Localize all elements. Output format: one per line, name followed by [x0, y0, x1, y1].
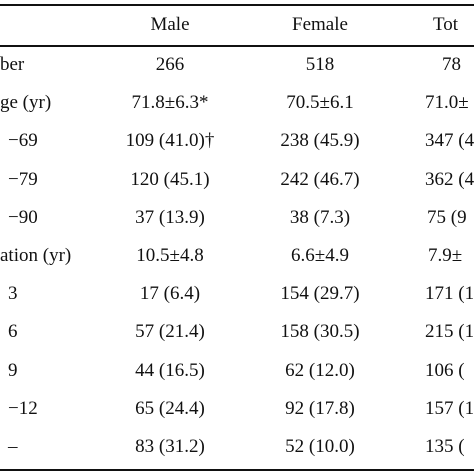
cell: 215 (1: [425, 321, 474, 343]
cell: 6.6±4.9: [291, 245, 349, 266]
cell: 106 (: [425, 359, 465, 381]
row-label: 9: [8, 359, 18, 381]
column-header: Female: [292, 14, 348, 35]
cell: 71.0±: [425, 92, 469, 114]
row-label: −90: [8, 206, 38, 228]
row-label: 6: [8, 321, 18, 343]
cell: 135 (: [425, 436, 465, 457]
cell: 109 (41.0)†: [125, 130, 215, 152]
cell: 362 (4: [425, 168, 474, 190]
cell: 75 (9: [427, 206, 467, 228]
cell: 38 (7.3): [289, 206, 351, 228]
cell: 70.5±6.1: [286, 92, 354, 114]
cell: 120 (45.1): [130, 168, 210, 190]
cell: 17 (6.4): [139, 283, 201, 305]
row-label: ge (yr): [0, 92, 52, 114]
header-rule: [0, 45, 474, 47]
row-label: −79: [8, 168, 38, 190]
cell: 171 (1: [425, 283, 474, 305]
cell: 518: [305, 54, 335, 75]
cell: 157 (1: [425, 397, 474, 419]
cell: 83 (31.2): [135, 436, 205, 457]
cell: 65 (24.4): [135, 397, 205, 419]
column-header: Male: [150, 14, 190, 35]
cell: 158 (30.5): [280, 321, 360, 343]
cell: 52 (10.0): [285, 436, 355, 457]
row-label: 3: [8, 283, 18, 305]
cell: 10.5±4.8: [136, 245, 204, 266]
column-header: Tot: [433, 14, 459, 35]
cell: 242 (46.7): [280, 168, 360, 190]
row-label: ber: [0, 54, 25, 75]
cell: 57 (21.4): [135, 321, 205, 343]
bottom-rule: [0, 469, 474, 471]
cell: 71.8±6.3*: [131, 92, 209, 114]
row-label: –: [8, 436, 18, 457]
cell: 154 (29.7): [280, 283, 360, 305]
cell: 78: [442, 54, 461, 75]
top-rule: [0, 4, 474, 6]
cell: 266: [155, 54, 185, 75]
row-label: −69: [8, 130, 38, 152]
row-label: −12: [8, 397, 38, 419]
cell: 7.9±: [428, 245, 463, 266]
cell: 44 (16.5): [135, 359, 205, 381]
cell: 347 (4: [425, 130, 474, 152]
cell: 92 (17.8): [285, 397, 355, 419]
cell: 37 (13.9): [135, 206, 205, 228]
cell: 238 (45.9): [280, 130, 360, 152]
row-label: ation (yr): [0, 245, 72, 266]
cell: 62 (12.0): [285, 359, 355, 381]
